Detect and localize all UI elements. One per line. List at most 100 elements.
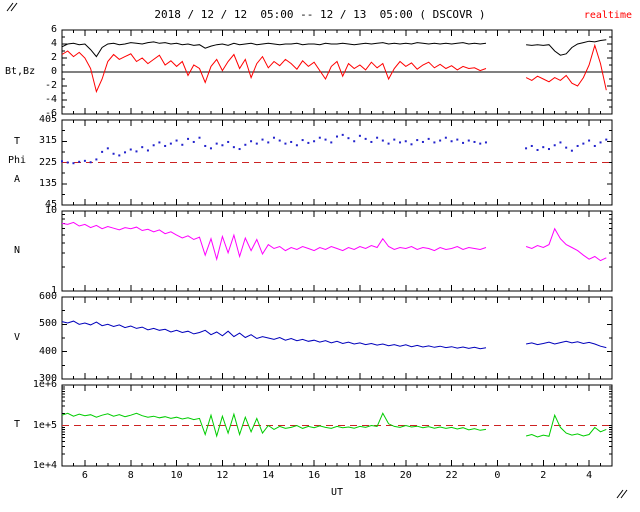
- y-tick-label: 500: [38, 318, 57, 330]
- scatter-point-phi: [582, 142, 585, 145]
- scatter-point-phi: [410, 143, 413, 146]
- scatter-point-phi: [593, 144, 596, 147]
- scatter-point-phi: [324, 138, 327, 141]
- trace-v: [61, 320, 607, 350]
- scatter-point-phi: [456, 138, 459, 141]
- y-tick-label: 600: [38, 291, 57, 302]
- plot-title: 2018 / 12 / 12 05:00 -- 12 / 13 05:00 ( …: [154, 8, 486, 21]
- scatter-point-phi: [439, 139, 442, 142]
- scatter-point-phi: [462, 141, 465, 144]
- x-tick-label: 14: [262, 470, 275, 481]
- scatter-point-phi: [290, 140, 293, 143]
- scatter-point-phi: [152, 144, 155, 147]
- scatter-point-phi: [95, 158, 98, 161]
- scatter-point-phi: [450, 140, 453, 143]
- scatter-point-phi: [169, 142, 172, 145]
- ylabel-v: V: [14, 332, 21, 343]
- scatter-point-phi: [238, 148, 241, 151]
- scatter-point-phi: [433, 141, 436, 144]
- scatter-point-phi: [347, 137, 350, 140]
- scatter-point-phi: [66, 161, 69, 164]
- scatter-point-phi: [187, 137, 190, 140]
- scatter-point-phi: [364, 137, 367, 140]
- x-tick-label: 0: [494, 470, 501, 481]
- scatter-point-phi: [399, 141, 402, 144]
- corner-hatch-icon: [616, 489, 624, 499]
- ylabel-n: N: [14, 245, 21, 256]
- scatter-point-phi: [484, 141, 487, 144]
- scatter-point-phi: [473, 140, 476, 143]
- scatter-point-phi: [370, 140, 373, 143]
- scatter-point-phi: [158, 141, 161, 144]
- scatter-point-phi: [227, 140, 230, 143]
- panel-border-2: [61, 210, 613, 292]
- scatter-point-phi: [542, 146, 545, 149]
- scatter-point-phi: [427, 137, 430, 140]
- scatter-point-phi: [570, 149, 573, 152]
- scatter-point-phi: [295, 144, 298, 147]
- y-tick-label: 2: [50, 52, 57, 63]
- ylabel-temp: T: [14, 419, 21, 430]
- x-tick-label: 6: [81, 470, 88, 481]
- scatter-point-phi: [284, 142, 287, 145]
- y-tick-label: 405: [38, 114, 57, 125]
- trace-bz: [61, 43, 607, 94]
- corner-hatch-icon: [6, 2, 14, 12]
- scatter-point-phi: [250, 140, 253, 143]
- scatter-point-phi: [244, 143, 247, 146]
- scatter-point-phi: [416, 139, 419, 142]
- scatter-point-phi: [559, 141, 562, 144]
- scatter-point-phi: [479, 142, 482, 145]
- scatter-point-phi: [376, 136, 379, 139]
- y-tick-label: 6: [50, 24, 57, 35]
- y-tick-label: 315: [38, 135, 57, 147]
- x-tick-label: 18: [353, 470, 366, 481]
- scatter-point-phi: [307, 141, 310, 144]
- trace-bt: [61, 39, 607, 58]
- y-tick-label: 10: [44, 205, 57, 216]
- scatter-point-phi: [72, 162, 75, 165]
- panel-border-1: [61, 119, 613, 206]
- y-tick-label: -6: [44, 108, 57, 119]
- corner-hatch-icon: [620, 489, 628, 499]
- scatter-point-phi: [336, 135, 338, 138]
- scatter-point-phi: [467, 139, 470, 142]
- scatter-point-phi: [61, 160, 63, 163]
- panel-border-4: [61, 384, 613, 467]
- scatter-point-phi: [198, 136, 201, 139]
- scatter-point-phi: [129, 148, 132, 151]
- scatter-point-phi: [404, 140, 407, 143]
- scatter-point-phi: [267, 141, 270, 144]
- scatter-point-phi: [421, 140, 424, 143]
- y-tick-label: 0: [50, 66, 57, 77]
- scatter-point-phi: [83, 159, 86, 162]
- y-tick-label: 1e+6: [32, 379, 57, 390]
- scatter-point-phi: [588, 139, 591, 142]
- scatter-point-phi: [393, 138, 396, 141]
- y-tick-label: 400: [38, 345, 57, 357]
- y-tick-label: 1: [50, 285, 57, 296]
- x-tick-label: 10: [170, 470, 183, 481]
- scatter-point-phi: [599, 141, 602, 144]
- scatter-point-phi: [101, 150, 104, 153]
- scatter-point-phi: [89, 161, 92, 164]
- scatter-point-phi: [112, 152, 115, 155]
- y-tick-label: 300: [38, 373, 57, 384]
- ylabel-t-angle: T: [14, 136, 21, 147]
- y-tick-label: -4: [44, 94, 57, 105]
- scatter-point-phi: [313, 140, 316, 143]
- scatter-point-phi: [164, 144, 167, 147]
- scatter-point-phi: [353, 140, 356, 143]
- x-tick-label: 4: [586, 470, 593, 481]
- scatter-point-phi: [318, 136, 321, 139]
- x-tick-label: 2: [540, 470, 547, 481]
- ylabel-btbz: Bt,Bz: [5, 66, 36, 77]
- scatter-point-phi: [576, 144, 579, 147]
- ylabel-a: A: [14, 174, 21, 185]
- trace-t: [61, 412, 607, 438]
- scatter-point-phi: [330, 141, 333, 144]
- scatter-point-phi: [341, 133, 344, 136]
- realtime-label: realtime: [583, 10, 632, 21]
